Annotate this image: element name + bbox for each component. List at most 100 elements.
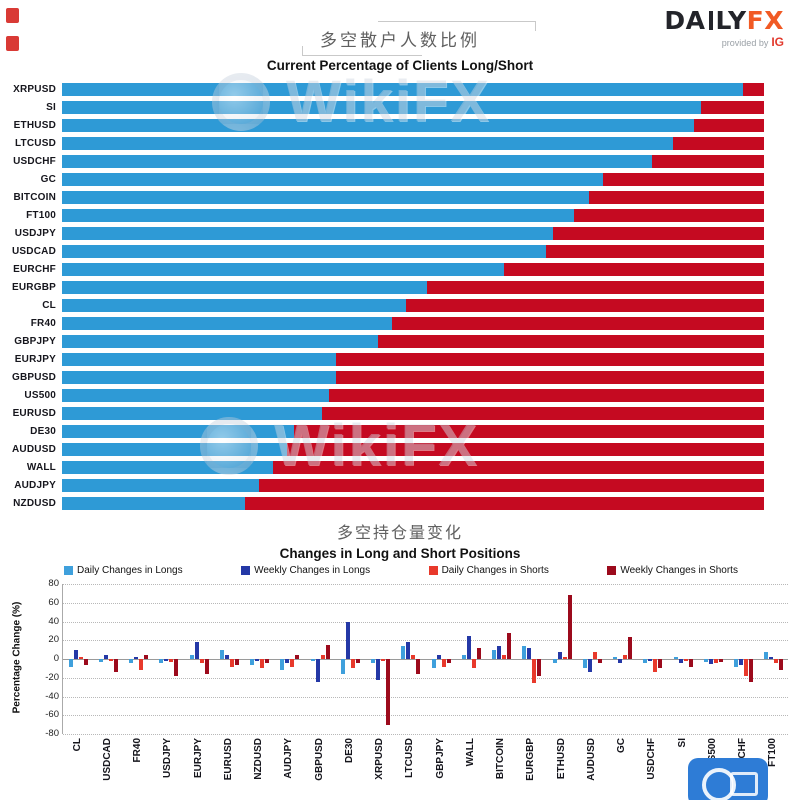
x-tick-text: NZDUSD: [253, 738, 264, 780]
x-tick-text: FR40: [132, 738, 143, 762]
stacked-bar: [62, 281, 764, 294]
data-bar: [684, 659, 688, 661]
x-tick-text: USDCAD: [102, 738, 113, 781]
x-tick-label: DE30: [334, 738, 364, 800]
x-tick-text: GC: [616, 738, 627, 753]
instrument-label: ETHUSD: [0, 120, 62, 131]
data-bar: [230, 659, 234, 667]
data-bar: [134, 657, 138, 659]
instrument-label: GC: [0, 174, 62, 185]
instrument-label: BITCOIN: [0, 192, 62, 203]
data-bar: [411, 655, 415, 659]
x-tick-label: XRPUSD: [365, 738, 395, 800]
data-bar: [522, 646, 526, 659]
data-bar: [174, 659, 178, 676]
header: 多空散户人数比例 DALYFX provided byIG: [0, 0, 800, 58]
data-bar: [321, 655, 325, 659]
data-bar: [719, 659, 723, 662]
data-bar: [558, 652, 562, 660]
stacked-bar: [62, 263, 764, 276]
x-tick-text: GBPJPY: [435, 738, 446, 779]
short-segment: [743, 83, 764, 96]
data-bar: [255, 659, 259, 661]
x-tick-label: AUDUSD: [576, 738, 606, 800]
legend-item: Weekly Changes in Longs: [241, 565, 370, 576]
data-bar: [401, 646, 405, 659]
data-bar: [462, 655, 466, 659]
sentiment-row: XRPUSD: [0, 80, 764, 98]
y-tick-label: 20: [31, 634, 59, 645]
instrument-label: EURUSD: [0, 408, 62, 419]
sentiment-row: USDJPY: [0, 224, 764, 242]
instrument-label: AUDUSD: [0, 444, 62, 455]
sentiment-row: US500: [0, 386, 764, 404]
data-bar: [432, 659, 436, 668]
data-bar: [472, 659, 476, 668]
sentiment-row: EURCHF: [0, 260, 764, 278]
y-tick-label: -40: [31, 691, 59, 702]
short-segment: [259, 479, 764, 492]
instrument-label: NZDUSD: [0, 498, 62, 509]
data-bar: [285, 659, 289, 663]
short-segment: [574, 209, 764, 222]
sentiment-row: AUDJPY: [0, 476, 764, 494]
legend-swatch-icon: [64, 566, 73, 575]
long-segment: [62, 173, 603, 186]
data-bar: [437, 655, 441, 659]
x-tick-text: EURUSD: [223, 738, 234, 780]
page: 多空散户人数比例 DALYFX provided byIG Current Pe…: [0, 0, 800, 800]
short-segment: [336, 371, 764, 384]
data-bar: [613, 657, 617, 659]
short-segment: [392, 317, 764, 330]
gridline: [63, 678, 788, 679]
x-tick-label: BITCOIN: [486, 738, 516, 800]
instrument-label: XRPUSD: [0, 84, 62, 95]
stacked-bar: [62, 83, 764, 96]
short-segment: [273, 461, 764, 474]
data-bar: [588, 659, 592, 672]
data-bar: [164, 659, 168, 661]
x-tick-label: GBPUSD: [304, 738, 334, 800]
data-bar: [749, 659, 753, 682]
data-bar: [356, 659, 360, 663]
short-segment: [589, 191, 765, 204]
stacked-bar: [62, 443, 764, 456]
data-bar: [260, 659, 264, 668]
long-segment: [62, 245, 546, 258]
data-bar: [679, 659, 683, 663]
short-segment: [336, 353, 764, 366]
data-bar: [295, 655, 299, 659]
y-axis-label: Percentage Change (%): [12, 583, 23, 733]
short-segment: [652, 155, 764, 168]
data-bar: [371, 659, 375, 663]
data-bar: [527, 648, 531, 659]
stacked-bar: [62, 371, 764, 384]
x-tick-text: CL: [72, 738, 83, 751]
long-segment: [62, 353, 336, 366]
data-bar: [190, 655, 194, 659]
instrument-label: DE30: [0, 426, 62, 437]
data-bar: [79, 657, 83, 659]
x-tick-text: GBPUSD: [314, 738, 325, 781]
data-bar: [104, 655, 108, 659]
data-bar: [709, 659, 713, 664]
data-bar: [381, 659, 385, 661]
legend-label: Weekly Changes in Shorts: [620, 565, 738, 576]
data-bar: [406, 642, 410, 659]
data-bar: [447, 659, 451, 663]
x-tick-label: EURGBP: [516, 738, 546, 800]
legend-label: Daily Changes in Shorts: [442, 565, 549, 576]
data-bar: [477, 648, 481, 659]
instrument-label: LTCUSD: [0, 138, 62, 149]
data-bar: [779, 659, 783, 670]
instrument-label: EURGBP: [0, 282, 62, 293]
short-segment: [546, 245, 764, 258]
data-bar: [139, 659, 143, 670]
data-bar: [416, 659, 420, 674]
short-segment: [406, 299, 764, 312]
data-bar: [290, 659, 294, 667]
x-tick-label: CL: [62, 738, 92, 800]
stacked-bar: [62, 137, 764, 150]
stacked-bar: [62, 407, 764, 420]
data-bar: [205, 659, 209, 674]
